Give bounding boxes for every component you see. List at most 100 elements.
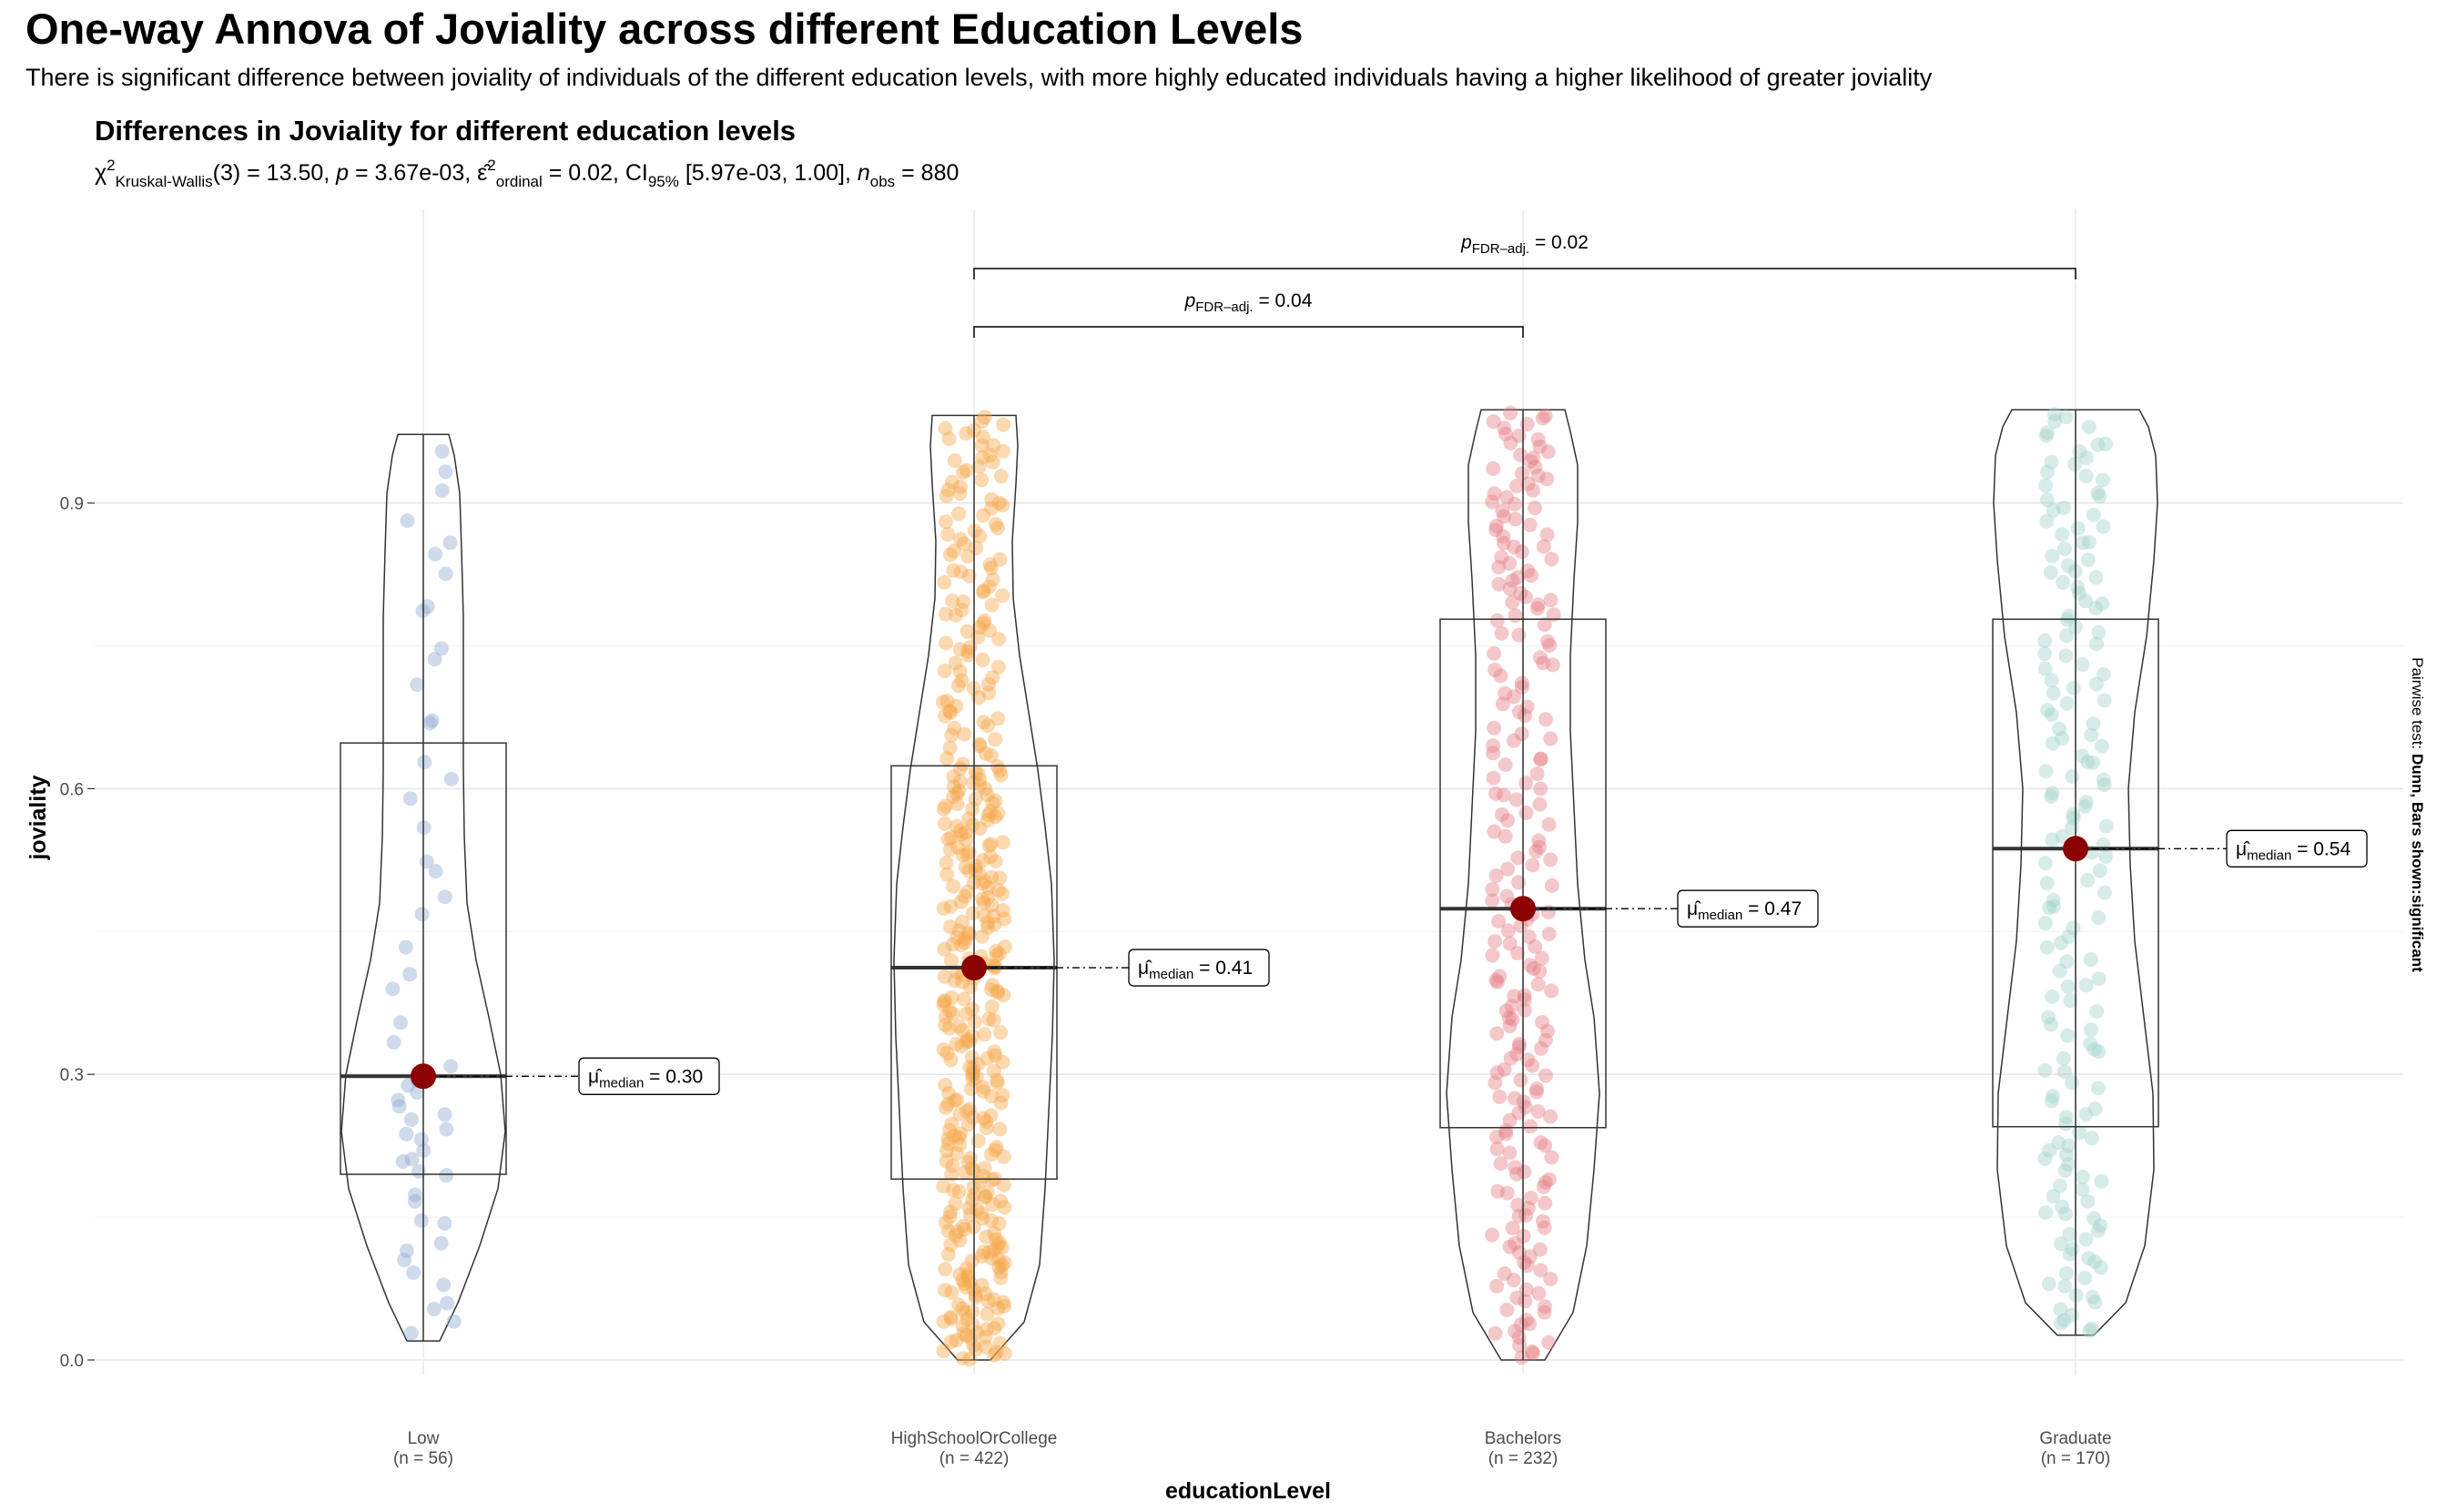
data-point xyxy=(2061,1138,2076,1153)
data-point xyxy=(2043,565,2058,580)
data-point xyxy=(942,704,958,718)
data-point xyxy=(954,827,970,842)
data-point xyxy=(1543,731,1559,746)
data-point xyxy=(960,1312,975,1327)
data-point xyxy=(979,746,993,761)
ci-value: [5.97e-03, 1.00], xyxy=(678,160,858,186)
data-point xyxy=(1489,974,1505,989)
data-point xyxy=(939,1101,953,1115)
data-point xyxy=(2038,1205,2054,1220)
group-highschoolorcollege: μ̂median = 0.41 xyxy=(890,410,1270,1367)
data-point xyxy=(1538,1138,1553,1153)
data-point xyxy=(2070,580,2086,595)
data-point xyxy=(975,450,990,465)
data-point xyxy=(1537,617,1552,633)
data-point xyxy=(2037,661,2053,676)
data-point xyxy=(971,1174,987,1190)
data-point xyxy=(960,647,976,663)
data-point xyxy=(939,1143,954,1158)
data-point xyxy=(2091,624,2107,640)
data-point xyxy=(2037,856,2053,871)
data-point xyxy=(2038,478,2054,493)
data-point xyxy=(2045,989,2060,1004)
data-point xyxy=(2088,676,2104,692)
data-point xyxy=(2089,1004,2105,1019)
data-point xyxy=(964,1161,980,1176)
data-point xyxy=(1526,451,1541,465)
data-point xyxy=(937,574,952,590)
data-point xyxy=(439,1168,454,1183)
data-point xyxy=(943,1309,959,1324)
data-point xyxy=(955,974,970,989)
data-point xyxy=(1491,914,1507,929)
data-point xyxy=(959,426,974,441)
median-point xyxy=(961,955,987,981)
data-point xyxy=(1508,608,1523,624)
data-point xyxy=(1533,1263,1548,1278)
median-sub: median xyxy=(599,1075,644,1091)
data-point xyxy=(990,1252,1006,1267)
data-point xyxy=(1499,888,1515,904)
data-point xyxy=(1528,460,1543,474)
data-point xyxy=(936,1041,951,1057)
data-point xyxy=(2040,703,2056,718)
data-point xyxy=(980,718,996,734)
plot-title: Differences in Joviality for different e… xyxy=(95,115,797,147)
data-point xyxy=(989,943,1004,959)
data-point xyxy=(2061,929,2076,944)
data-point xyxy=(947,720,962,736)
data-point xyxy=(2096,772,2111,787)
bracket-label: pFDR–adj. = 0.04 xyxy=(1184,290,1313,315)
data-point xyxy=(993,1095,1009,1111)
x-tick-n-label: (n = 232) xyxy=(1488,1449,1559,1468)
data-point xyxy=(1495,696,1510,712)
data-point xyxy=(2087,1254,2103,1269)
data-point xyxy=(413,1131,429,1147)
data-point xyxy=(1487,1075,1503,1091)
box-iqr xyxy=(340,742,507,1175)
data-point xyxy=(986,438,1001,452)
data-point xyxy=(1504,999,1519,1014)
y-tick-label: 0.3 xyxy=(60,1066,84,1085)
data-point xyxy=(1490,1183,1506,1199)
data-point xyxy=(2097,885,2112,900)
data-point xyxy=(437,1107,452,1122)
data-point xyxy=(1498,757,1513,773)
data-point xyxy=(974,1248,990,1263)
data-point xyxy=(1502,581,1518,596)
data-point xyxy=(955,756,970,772)
data-point xyxy=(2061,608,2076,624)
data-point xyxy=(939,867,955,882)
data-point xyxy=(2055,527,2070,542)
median-value: = 0.41 xyxy=(1193,958,1253,979)
data-point xyxy=(1488,786,1503,801)
data-point xyxy=(991,495,1007,511)
median-label: μ̂median = 0.47 xyxy=(1687,898,1802,923)
x-tick-label: Low xyxy=(408,1429,440,1448)
data-point xyxy=(984,898,1000,913)
data-point xyxy=(949,1092,965,1108)
data-point xyxy=(939,855,954,870)
data-point xyxy=(1518,1313,1534,1327)
data-point xyxy=(976,1080,990,1095)
data-point xyxy=(443,1059,459,1074)
data-point xyxy=(982,448,998,462)
data-point xyxy=(967,1014,982,1030)
data-point xyxy=(941,1086,957,1101)
data-point xyxy=(960,624,975,639)
data-point xyxy=(994,1257,1010,1273)
data-point xyxy=(408,1187,422,1202)
data-point xyxy=(2077,1270,2093,1285)
data-point xyxy=(990,759,1005,775)
data-point xyxy=(976,1083,991,1099)
median-value: = 0.47 xyxy=(1742,898,1802,919)
data-point xyxy=(410,677,425,693)
data-point xyxy=(938,1017,953,1032)
data-point xyxy=(1499,490,1515,505)
data-point xyxy=(948,1196,963,1212)
data-point xyxy=(954,1039,970,1054)
data-point xyxy=(2066,810,2081,826)
data-point xyxy=(436,1277,452,1293)
data-point xyxy=(940,831,956,847)
data-point xyxy=(1498,1003,1514,1019)
